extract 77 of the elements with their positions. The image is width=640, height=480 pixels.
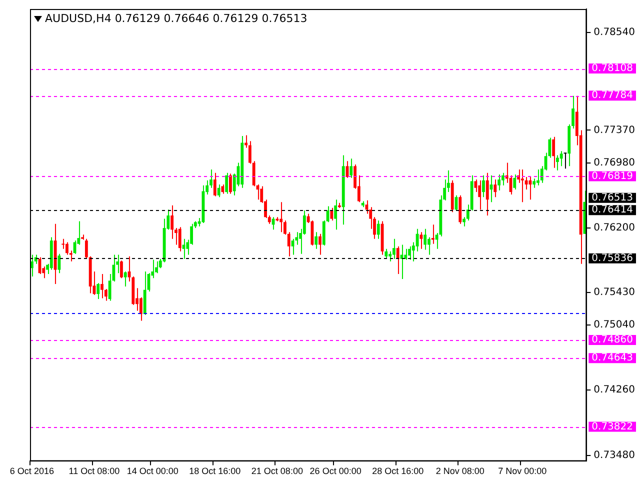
x-tick-label: 2 Nov 08:00 xyxy=(436,466,484,476)
candlestick xyxy=(513,174,516,190)
candlestick xyxy=(408,246,411,260)
candlestick xyxy=(424,228,427,250)
candlestick xyxy=(225,172,228,194)
candlestick xyxy=(498,174,501,191)
candlestick xyxy=(520,168,524,203)
x-tick-label: 28 Oct 16:00 xyxy=(372,466,424,476)
candlestick xyxy=(66,242,68,256)
x-tick-label: 11 Oct 08:00 xyxy=(68,466,120,476)
candlestick xyxy=(552,136,556,168)
candlestick xyxy=(404,248,408,260)
x-tick-label: 6 Oct 2016 xyxy=(10,466,54,476)
candlestick xyxy=(84,238,88,260)
candlestick xyxy=(318,233,322,256)
candlestick xyxy=(384,248,388,260)
candlestick xyxy=(431,224,434,244)
ref-line-label: 0.73822 xyxy=(592,421,634,432)
y-tick-label: 0.75430 xyxy=(594,286,636,298)
ref-line-label: 0.77784 xyxy=(592,90,634,102)
candlestick xyxy=(420,232,423,250)
y-tick-label: 0.78540 xyxy=(594,27,636,38)
candlestick xyxy=(428,236,430,256)
candlestick xyxy=(124,270,127,288)
candlestick xyxy=(392,238,396,260)
candlestick xyxy=(221,184,224,194)
candlestick xyxy=(532,178,536,188)
candlestick xyxy=(58,253,61,274)
candlestick xyxy=(280,202,283,233)
candlestick xyxy=(376,220,380,240)
ref-line-label: 0.74643 xyxy=(592,352,634,364)
y-tick-label: 0.75040 xyxy=(594,320,636,331)
candlestick xyxy=(556,154,559,171)
candlestick xyxy=(528,176,532,200)
candlestick xyxy=(494,179,497,198)
x-tick-label: 14 Oct 00:00 xyxy=(126,466,178,476)
x-tick-label: 26 Oct 00:00 xyxy=(310,466,362,476)
candlestick xyxy=(524,176,528,190)
ref-line-label: 0.76819 xyxy=(592,170,634,182)
text: 0.76513 xyxy=(592,192,634,204)
y-tick-label: 0.77370 xyxy=(594,124,636,136)
x-tick-label: 18 Oct 16:00 xyxy=(189,466,241,476)
candlestick xyxy=(486,172,489,216)
candlestick xyxy=(213,172,216,197)
candlestick xyxy=(474,179,478,193)
candlestick xyxy=(330,207,334,221)
candlestick xyxy=(350,158,353,178)
x-tick-label: 21 Oct 08:00 xyxy=(251,466,303,476)
candlestick xyxy=(170,204,174,240)
ref-line-label: 0.76414 xyxy=(592,204,634,216)
ref-line-label: 0.75836 xyxy=(592,253,634,264)
candlestick xyxy=(120,260,123,279)
candlestick xyxy=(560,150,563,167)
y-tick-label: 0.76980 xyxy=(594,157,636,168)
candlestick xyxy=(155,260,158,274)
candlestick xyxy=(388,250,392,262)
x-tick-label: 7 Nov 00:00 xyxy=(498,466,547,476)
ref-line-label: 0.74860 xyxy=(592,334,634,346)
y-tick-label: 0.76200 xyxy=(594,222,636,234)
chart-title: AUDUSD,H4 0.76129 0.76646 0.76129 0.76513 xyxy=(45,12,308,25)
candlestick xyxy=(100,273,104,299)
candlestick xyxy=(62,238,65,250)
y-tick-label: 0.73480 xyxy=(594,450,636,461)
candlestick xyxy=(96,282,100,300)
candlestick xyxy=(314,232,318,250)
candlestick xyxy=(334,199,338,230)
candlestick xyxy=(229,173,232,194)
candlestick xyxy=(182,238,186,260)
candlestick xyxy=(536,168,540,186)
candlestick xyxy=(482,174,485,198)
candlestick xyxy=(396,246,400,274)
candlestick xyxy=(478,180,482,210)
y-tick-label: 0.74260 xyxy=(594,384,636,396)
candlestick xyxy=(217,184,220,198)
candlestick xyxy=(416,228,419,252)
candlestick xyxy=(178,226,182,252)
ref-line-label: 0.78108 xyxy=(592,63,634,74)
